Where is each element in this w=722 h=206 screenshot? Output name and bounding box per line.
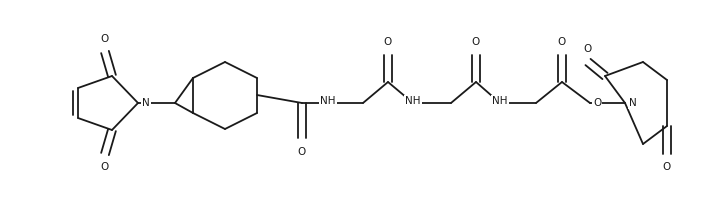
Text: O: O xyxy=(101,34,109,44)
Text: O: O xyxy=(558,37,566,47)
Text: NH: NH xyxy=(405,96,421,106)
Text: O: O xyxy=(298,147,306,157)
Text: O: O xyxy=(593,98,601,108)
Text: N: N xyxy=(629,98,637,108)
Text: NH: NH xyxy=(321,96,336,106)
Text: O: O xyxy=(472,37,480,47)
Text: O: O xyxy=(101,162,109,172)
Text: O: O xyxy=(584,44,592,54)
Text: NH: NH xyxy=(492,96,508,106)
Text: O: O xyxy=(663,162,671,172)
Text: N: N xyxy=(142,98,149,108)
Text: O: O xyxy=(384,37,392,47)
